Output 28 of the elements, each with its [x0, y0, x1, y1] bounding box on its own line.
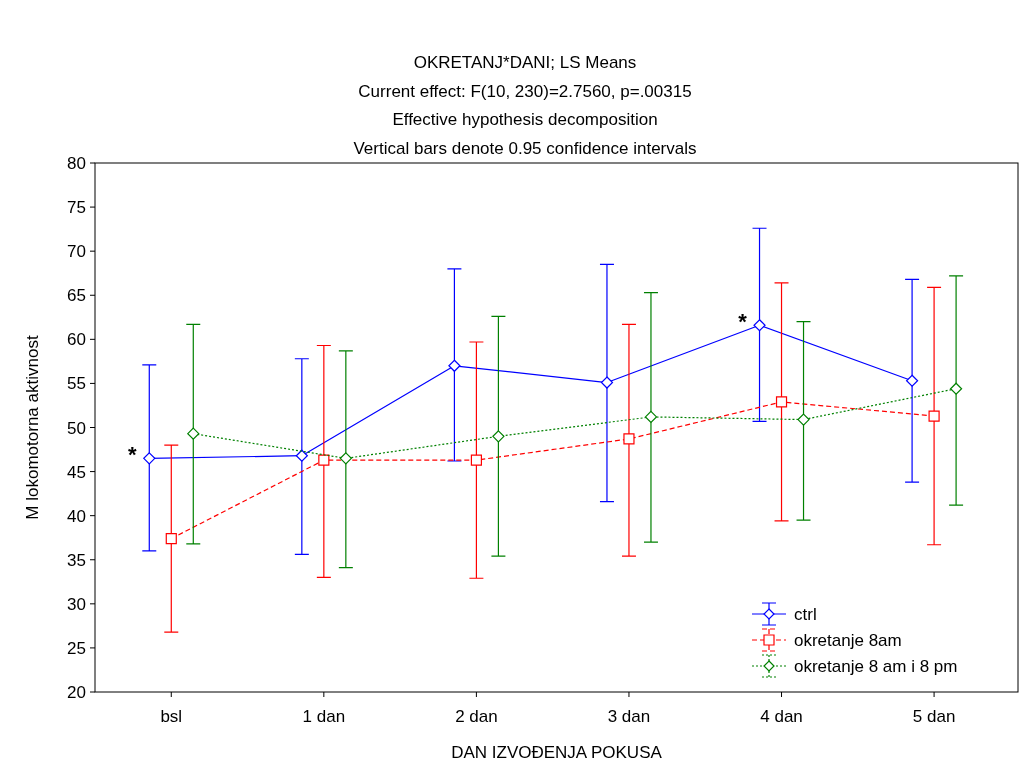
y-tick-label: 80: [67, 154, 86, 173]
chart-subtitle: Current effect: F(10, 230)=2.7560, p=.00315 Effective hypothesis decomposition Vertical bars denote 0.95 confidence intervals: [353, 81, 697, 158]
x-tick-label: 1 dan: [302, 707, 346, 726]
x-tick-label: 2 dan: [455, 707, 498, 726]
x-tick-label: 3 dan: [607, 707, 651, 726]
x-axis-title: DAN IZVOĐENJA POKUSA: [451, 743, 663, 762]
y-tick-label: 40: [67, 506, 86, 526]
y-tick-label: 60: [67, 330, 86, 350]
legend-label: ctrl: [794, 605, 817, 624]
legend-label: okretanje 8am: [794, 631, 902, 650]
y-tick-label: 75: [67, 198, 86, 218]
y-tick-label: 45: [67, 462, 86, 482]
y-tick-label: 35: [67, 550, 86, 570]
y-tick-label: 50: [67, 418, 86, 438]
y-tick-label: 20: [67, 683, 86, 702]
y-axis-title: M lokomotorna aktivnost: [23, 335, 42, 520]
annotation: *: [128, 442, 137, 468]
y-tick-label: 70: [67, 242, 86, 262]
y-tick-label: 30: [67, 594, 86, 614]
annotation: *: [738, 309, 748, 335]
chart-title: OKRETANJ*DANI; LS Means: [413, 53, 637, 72]
x-tick-label: 4 dan: [760, 707, 803, 726]
y-tick-label: 55: [67, 374, 86, 394]
y-tick-label: 25: [67, 638, 86, 658]
legend-label: okretanje 8 am i 8 pm: [794, 657, 958, 676]
x-tick-label: 5 dan: [912, 707, 956, 726]
x-tick-label: bsl: [160, 707, 183, 726]
y-tick-label: 65: [67, 286, 86, 306]
